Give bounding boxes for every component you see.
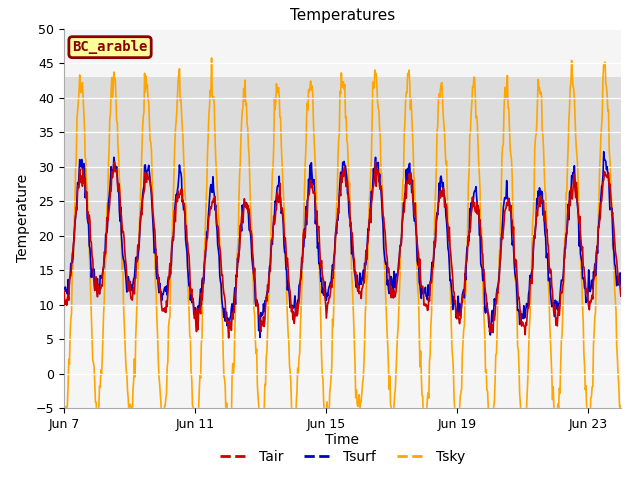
X-axis label: Time: Time xyxy=(325,433,360,447)
Y-axis label: Temperature: Temperature xyxy=(16,174,30,263)
Title: Temperatures: Temperatures xyxy=(290,9,395,24)
Legend: Tair, Tsurf, Tsky: Tair, Tsurf, Tsky xyxy=(214,444,470,469)
Text: BC_arable: BC_arable xyxy=(72,40,148,54)
Bar xyxy=(64,77,621,305)
